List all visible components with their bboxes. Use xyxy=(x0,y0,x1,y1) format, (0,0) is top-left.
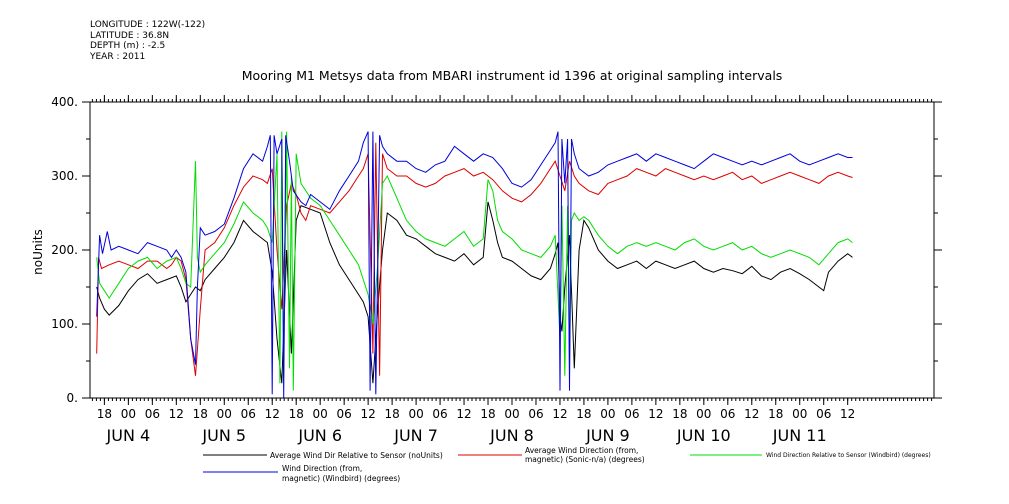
x-tick-label: 18 xyxy=(97,407,112,421)
y-tick-label: 200. xyxy=(51,243,78,257)
depth-text: DEPTH (m) : -2.5 xyxy=(90,41,166,51)
x-day-label: JUN 5 xyxy=(201,426,246,445)
x-tick-label: 00 xyxy=(792,407,807,421)
x-tick-label: 00 xyxy=(504,407,519,421)
axes-layer: 18 00 06 12 18 00 06 12 18 00 06 12 18 00 06 12 18 00 06 12… xyxy=(51,95,942,445)
year-text: YEAR : 2011 xyxy=(90,51,146,62)
legend-label-1: Average Wind Dir Relative to Sensor (noU… xyxy=(270,451,443,460)
legend-label-2-1: Average Wind Direction (from, xyxy=(525,446,638,455)
y-tick-label: 400. xyxy=(51,95,78,109)
plot-frame xyxy=(89,101,935,399)
x-day-label: JUN 4 xyxy=(106,426,151,445)
x-day-label: JUN 11 xyxy=(772,426,827,445)
y-axis-label: noUnits xyxy=(31,229,45,275)
x-tick-label: 06 xyxy=(145,407,160,421)
legend-label-3: Wind Direction Relative to Sensor (Windb… xyxy=(766,452,931,459)
x-tick-label: 00 xyxy=(408,407,423,421)
x-tick-label: 00 xyxy=(313,407,328,421)
x-tick-label: 18 xyxy=(672,407,687,421)
x-tick-label: 12 xyxy=(169,407,184,421)
x-tick-label: 18 xyxy=(384,407,399,421)
longitude-text: LONGITUDE : 122W(-122) xyxy=(90,20,206,30)
x-tick-label: 18 xyxy=(768,407,783,421)
legend: Average Wind Dir Relative to Sensor (noU… xyxy=(203,446,931,483)
plot-area xyxy=(96,131,853,399)
y-tick-label: 300. xyxy=(51,169,78,183)
series-line-3 xyxy=(96,131,853,391)
legend-label-2-2: magnetic) (Sonic-n/a) (degrees) xyxy=(525,455,645,464)
series-line-4 xyxy=(96,131,853,399)
x-tick-label: 06 xyxy=(241,407,256,421)
series-line-2 xyxy=(96,142,853,376)
x-tick-label: 06 xyxy=(816,407,831,421)
y-tick-label: 100. xyxy=(51,317,78,331)
series-line-1 xyxy=(96,201,853,384)
x-tick-label: 06 xyxy=(432,407,447,421)
y-tick-label: 0. xyxy=(67,391,78,405)
x-tick-label: 12 xyxy=(648,407,663,421)
x-tick-label: 12 xyxy=(456,407,471,421)
x-tick-label: 06 xyxy=(337,407,352,421)
x-day-label: JUN 6 xyxy=(297,426,342,445)
x-tick-label: 06 xyxy=(528,407,543,421)
x-day-label: JUN 8 xyxy=(489,426,534,445)
x-tick-label: 18 xyxy=(289,407,304,421)
chart-title: Mooring M1 Metsys data from MBARI instru… xyxy=(242,68,783,83)
x-tick-label: 18 xyxy=(480,407,495,421)
legend-label-4-2: magnetic) (Windbird) (degrees) xyxy=(282,474,400,483)
x-tick-label: 00 xyxy=(217,407,232,421)
legend-label-4-1: Wind Direction (from, xyxy=(282,464,362,473)
metadata-block: LONGITUDE : 122W(-122) LATITUDE : 36.8N … xyxy=(90,20,205,62)
x-tick-label: 00 xyxy=(696,407,711,421)
x-tick-label: 00 xyxy=(121,407,136,421)
x-tick-label: 12 xyxy=(552,407,567,421)
x-tick-label: 06 xyxy=(624,407,639,421)
x-tick-label: 12 xyxy=(744,407,759,421)
latitude-text: LATITUDE : 36.8N xyxy=(90,30,170,41)
x-tick-label: 00 xyxy=(600,407,615,421)
x-tick-label: 12 xyxy=(360,407,375,421)
x-tick-label: 18 xyxy=(576,407,591,421)
x-day-label: JUN 7 xyxy=(393,426,438,445)
x-tick-label: 12 xyxy=(840,407,855,421)
x-day-label: JUN 10 xyxy=(676,426,731,445)
x-tick-label: 18 xyxy=(193,407,208,421)
x-tick-label: 06 xyxy=(720,407,735,421)
x-day-label: JUN 9 xyxy=(585,426,630,445)
x-tick-label: 12 xyxy=(265,407,280,421)
